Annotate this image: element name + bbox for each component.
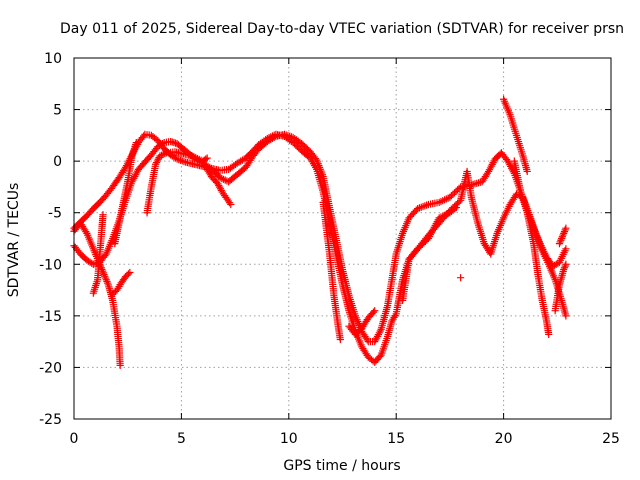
data-point — [126, 268, 134, 277]
series-track-j — [345, 307, 379, 339]
data-point — [302, 144, 310, 152]
series-track-f — [111, 138, 140, 248]
x-tick-label: 10 — [280, 431, 298, 447]
data-point — [99, 211, 107, 219]
y-axis-title: SDTVAR / TECUs — [6, 183, 22, 298]
y-tick-label: 5 — [53, 103, 62, 119]
x-tick-label: 20 — [495, 431, 513, 447]
y-tick-label: -20 — [39, 360, 62, 376]
series-track-h — [203, 165, 235, 209]
axis-ticks: 0 5 10 15 20 25 -25 -20 -15 -10 -5 0 5 10 — [39, 51, 620, 447]
y-tick-label: -25 — [39, 412, 62, 428]
x-tick-label: 15 — [387, 431, 405, 447]
data-point — [457, 274, 465, 282]
series-track-g — [143, 148, 211, 217]
data-point — [371, 307, 379, 315]
data-point — [305, 146, 313, 155]
series-track-m — [500, 95, 531, 176]
series-track-e — [109, 268, 134, 298]
plot-frame — [73, 57, 612, 420]
data-points — [70, 95, 570, 369]
data-point — [562, 312, 570, 320]
data-point — [124, 270, 133, 278]
series-track-b — [70, 130, 570, 366]
x-tick-label: 25 — [602, 431, 620, 447]
x-axis-title: GPS time / hours — [283, 458, 400, 474]
chart-title: Day 011 of 2025, Sidereal Day-to-day VTE… — [60, 21, 624, 37]
series-track-n — [510, 157, 553, 339]
grid-lines — [74, 58, 611, 419]
data-point — [523, 167, 531, 176]
data-point — [227, 200, 235, 209]
y-tick-label: 0 — [53, 154, 62, 170]
x-tick-label: 5 — [177, 431, 186, 447]
series-track-p — [555, 224, 570, 248]
y-tick-label: -10 — [39, 257, 62, 273]
data-point — [295, 144, 303, 152]
data-point — [300, 142, 309, 150]
series-track-d — [89, 211, 107, 297]
y-tick-label: -5 — [48, 206, 62, 222]
series-track-a — [70, 130, 570, 346]
series-track-c — [70, 219, 124, 369]
series-track-l — [457, 274, 465, 282]
y-tick-label: -15 — [39, 309, 62, 325]
data-point — [545, 330, 553, 339]
series-track-o — [551, 260, 570, 315]
data-point — [562, 245, 570, 253]
series-track-k — [399, 203, 460, 304]
data-point — [303, 145, 312, 153]
x-tick-label: 0 — [70, 431, 79, 447]
data-point — [336, 335, 344, 344]
data-point — [452, 203, 460, 212]
data-point — [562, 224, 570, 232]
data-point — [116, 361, 124, 369]
data-point — [203, 154, 211, 162]
series-track-i — [319, 198, 344, 344]
data-point — [562, 260, 570, 268]
data-point — [132, 138, 140, 147]
y-tick-label: 10 — [44, 51, 62, 67]
